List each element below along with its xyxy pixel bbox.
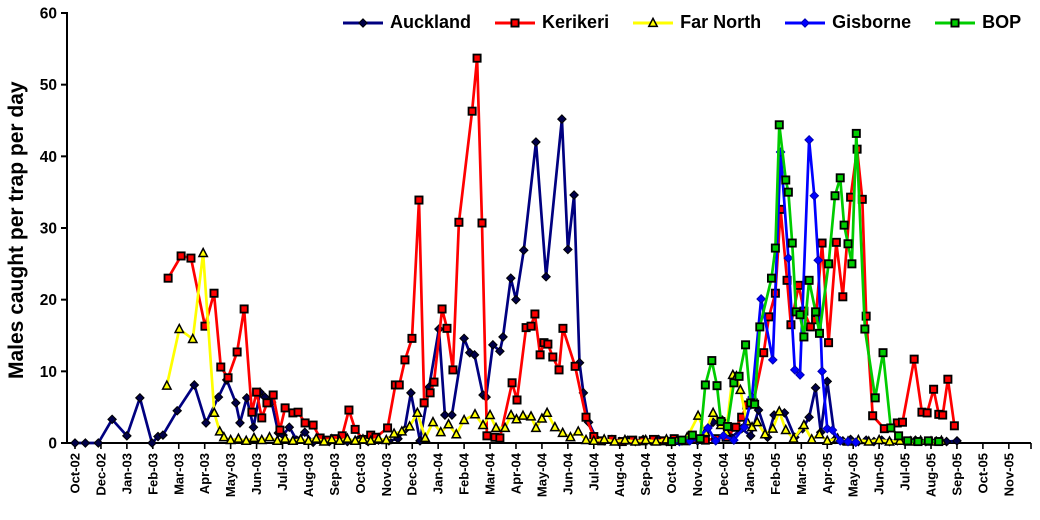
x-tick-label: Jan-05 [742, 453, 757, 494]
x-tick-label: Dec-04 [716, 452, 731, 495]
series-far-north [161, 246, 947, 446]
legend-item-far-north: Far North [632, 12, 761, 33]
x-tick-label: Mar-05 [794, 453, 809, 495]
y-tick-label: 60 [40, 6, 57, 23]
legend-item-auckland: Auckland [342, 12, 471, 33]
x-tick-label: Oct-03 [353, 453, 368, 493]
y-tick-label: 10 [40, 364, 57, 381]
bop-legend-label: BOP [982, 12, 1022, 32]
x-tick-label: Mar-04 [483, 452, 498, 495]
auckland-legend-label: Auckland [390, 12, 472, 32]
gisborne-legend-label: Gisborne [832, 12, 912, 32]
x-tick-label: Dec-03 [405, 453, 420, 496]
legend-item-kerikeri: Kerikeri [494, 12, 609, 33]
y-tick-label: 0 [48, 436, 57, 453]
x-tick-label: Dec-02 [93, 453, 108, 496]
x-tick-label: Mar-03 [171, 453, 186, 495]
kerikeri-legend-label: Kerikeri [542, 12, 610, 32]
bop-line-marker-icon [934, 16, 976, 30]
x-tick-label: Feb-05 [768, 453, 783, 495]
series-bop [667, 120, 944, 447]
y-tick-label: 20 [40, 292, 57, 309]
x-tick-label: Nov-05 [1001, 453, 1016, 496]
x-tick-label: Aug-04 [612, 452, 627, 497]
gisborne-line-marker-icon [784, 16, 826, 30]
x-tick-label: Aug-05 [924, 453, 939, 497]
legend-item-bop: BOP [934, 12, 1021, 33]
x-tick-label: Apr-04 [508, 452, 523, 494]
x-tick-label: Jul-05 [898, 453, 913, 491]
x-tick-label: Sep-04 [638, 452, 653, 495]
x-tick-label: Sep-05 [949, 453, 964, 496]
legend: Auckland Kerikeri Far North Gisborne BOP [342, 12, 1021, 33]
x-tick-label: May-05 [846, 453, 861, 497]
y-tick-label: 40 [40, 149, 57, 166]
y-tick-label: 50 [40, 77, 57, 94]
legend-item-gisborne: Gisborne [784, 12, 911, 33]
x-tick-label: Jun-04 [560, 452, 575, 495]
x-tick-label: Jul-04 [586, 452, 601, 490]
kerikeri-line-marker-icon [494, 16, 536, 30]
x-tick-label: Oct-02 [68, 453, 83, 493]
x-tick-label: Apr-05 [820, 453, 835, 494]
far-north-line-marker-icon [632, 16, 674, 30]
auckland-line-marker-icon [342, 16, 384, 30]
x-tick-label: Aug-03 [301, 453, 316, 497]
x-tick-label: Sep-03 [327, 453, 342, 496]
x-tick-label: Oct-04 [664, 452, 679, 493]
x-tick-label: May-03 [223, 453, 238, 497]
y-tick-label: 30 [40, 221, 57, 238]
x-tick-label: Jul-03 [275, 453, 290, 491]
x-tick-label: Apr-03 [197, 453, 212, 494]
x-tick-label: Jun-03 [249, 453, 264, 495]
x-tick-label: Jan-03 [119, 453, 134, 494]
x-tick-label: Feb-03 [145, 453, 160, 495]
x-tick-label: Jun-05 [872, 453, 887, 495]
x-tick-label: Feb-04 [457, 452, 472, 495]
x-tick-label: Nov-03 [379, 453, 394, 496]
far-north-legend-label: Far North [680, 12, 762, 32]
x-tick-label: May-04 [534, 452, 549, 497]
x-tick-label: Nov-04 [690, 452, 705, 496]
series-kerikeri [163, 53, 959, 447]
x-tick-label: Jan-04 [431, 452, 446, 494]
x-tick-label: Oct-05 [975, 453, 990, 493]
